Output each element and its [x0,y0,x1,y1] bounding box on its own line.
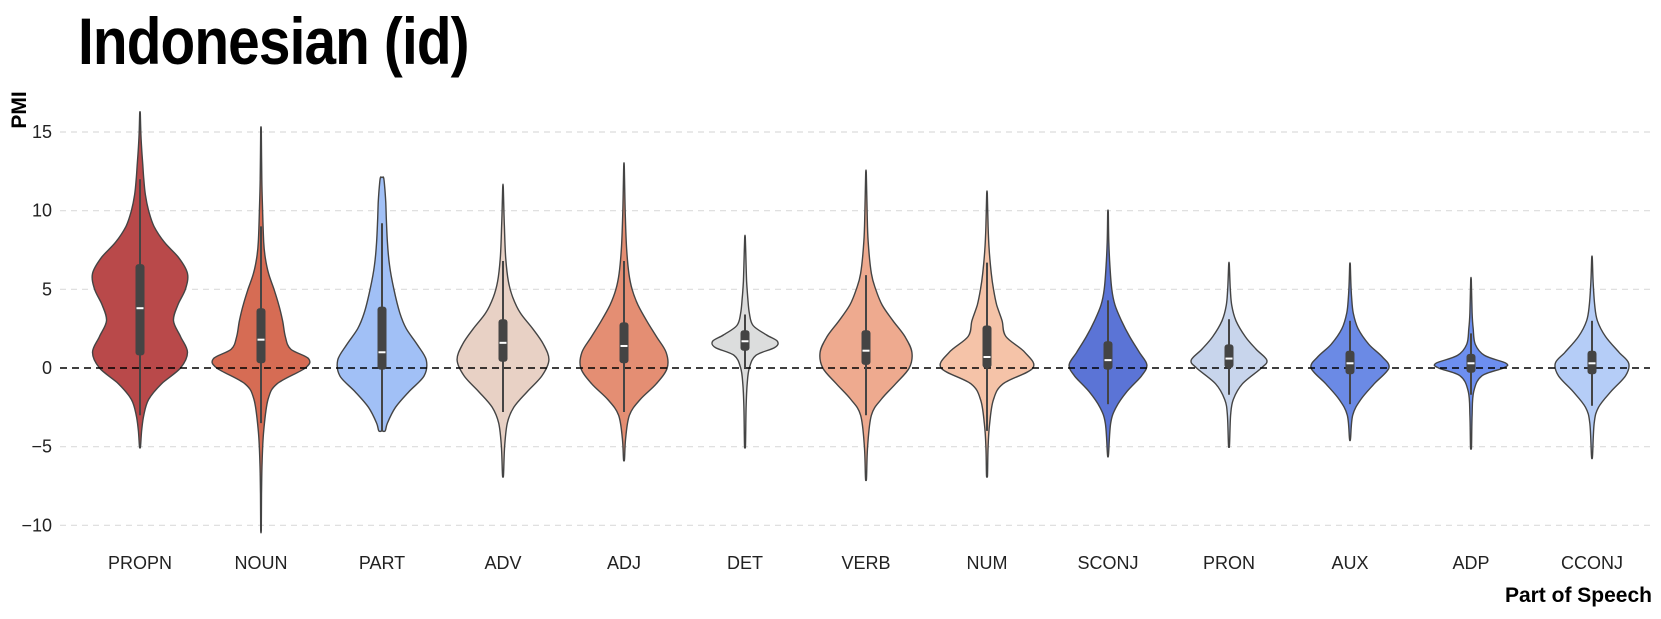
x-tick-label: AUX [1331,553,1368,573]
x-tick-label: DET [727,553,763,573]
chart-title: Indonesian (id) [78,4,470,78]
box-plots [135,179,1597,431]
grid-lines [60,131,1650,526]
iqr-box-adv [498,319,508,362]
iqr-box-adj [619,322,629,364]
y-tick-label: 5 [42,279,52,299]
x-tick-label: CCONJ [1561,553,1623,573]
iqr-box-propn [135,264,145,356]
iqr-box-part [377,306,387,370]
x-axis-title: Part of Speech [1505,584,1652,607]
x-tick-label: NOUN [235,553,288,573]
x-tick-label: PART [359,553,405,573]
y-tick-label: 15 [32,122,52,142]
x-tick-labels: PROPN NOUN PART ADV ADJ DET VERB NUM SCONJ PRON AU… [108,553,1623,573]
x-tick-label: SCONJ [1077,553,1138,573]
y-axis-title: PMI [8,91,31,128]
violins [91,111,1630,534]
x-tick-label: PROPN [108,553,172,573]
x-tick-label: ADV [484,553,521,573]
x-tick-label: PRON [1203,553,1255,573]
y-tick-label: 0 [42,358,52,378]
iqr-box-sconj [1103,341,1113,370]
x-tick-label: ADP [1452,553,1489,573]
y-tick-label: −10 [21,515,52,535]
y-tick-label: 10 [32,201,52,221]
iqr-box-pron [1224,344,1234,368]
y-tick-label: −5 [31,437,52,457]
x-tick-label: ADJ [607,553,641,573]
y-tick-labels: 15 10 5 0 −5 −10 [21,122,52,535]
x-tick-label: VERB [841,553,890,573]
x-tick-label: NUM [967,553,1008,573]
iqr-box-noun [256,308,266,364]
iqr-box-verb [861,330,871,365]
iqr-box-num [982,325,992,368]
